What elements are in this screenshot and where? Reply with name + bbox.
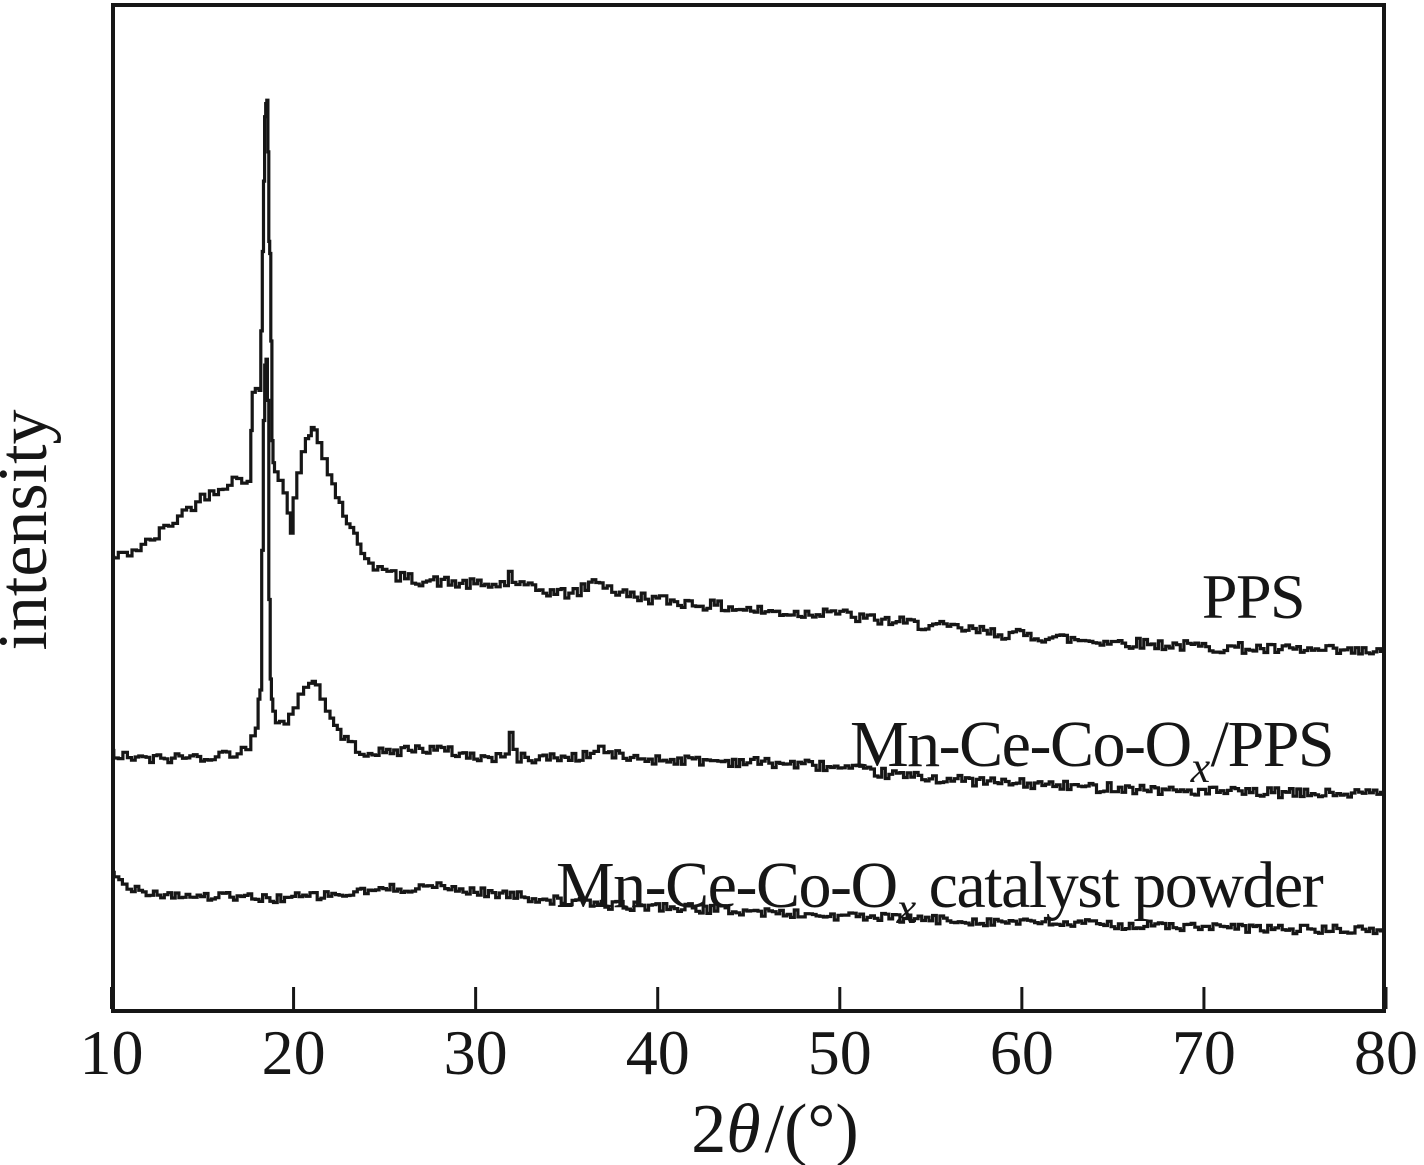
series-label-pps: PPS [1202,561,1304,632]
series-label-powder-sub: x [896,884,917,933]
series-label-powder-pre: Mn-Ce-Co-O [556,849,897,922]
diffraction-curves [111,98,1386,936]
series-label-powder-post: catalyst powder [929,849,1324,922]
x-axis-label-theta: θ [726,1091,760,1165]
series-label-composite-sub: x [1190,743,1211,792]
x-tick-label: 50 [808,1017,872,1088]
curve-mn-ce-co-ox-pps [111,357,1386,800]
curve-mn-ce-co-ox-catalyst-powder [111,870,1386,936]
x-tick-label: 70 [1172,1017,1236,1088]
series-label-composite-post: /PPS [1211,708,1333,781]
x-tick-label: 20 [262,1017,326,1088]
x-tick-label: 60 [990,1017,1054,1088]
series-label-pps-text: PPS [1202,561,1304,632]
x-axis-label-suffix: /(°) [765,1091,859,1165]
plot-border [111,3,1386,1013]
x-tick-label: 10 [80,1017,144,1088]
series-label-powder: Mn-Ce-Co-Ox catalyst powder [556,849,1324,933]
series-label-composite: Mn-Ce-Co-Ox/PPS [850,708,1333,792]
x-tick-label: 80 [1354,1017,1418,1088]
series-label-composite-pre: Mn-Ce-Co-O [850,708,1191,781]
x-tick-label: 30 [444,1017,508,1088]
x-tick-label: 40 [626,1017,690,1088]
curve-pps [111,98,1386,656]
y-axis-label: intensity [0,409,62,650]
x-axis-label: 2θ/(°) [691,1091,858,1165]
x-axis-ticks: 10 20 30 40 50 60 70 80 [80,987,1418,1088]
x-axis-label-prefix: 2 [691,1091,726,1165]
